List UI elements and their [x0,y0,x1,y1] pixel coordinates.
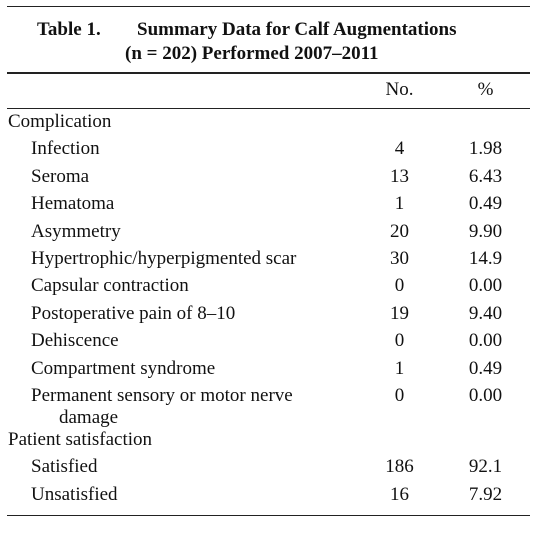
header-row: No. % [7,77,530,111]
data-row: Capsular contraction 0 0.00 [7,275,530,302]
data-row: Seroma 13 6.43 [7,166,530,193]
data-row: Postoperative pain of 8–10 19 9.40 [7,303,530,330]
percent-cell: 9.90 [468,220,503,242]
row-label: Permanent sensory or motor nerve damage [31,384,293,428]
section-label: Complication [8,111,112,132]
count-cell: 4 [394,138,405,160]
table-label: Table 1. [37,19,101,40]
data-row: Infection 4 1.98 [7,138,530,165]
data-row: Unsatisfied 16 7.92 [7,484,530,511]
data-row: Compartment syndrome 1 0.49 [7,358,530,385]
percent-cell: 92.1 [468,456,503,478]
row-label: Hematoma [31,193,115,215]
count-cell: 0 [394,275,405,297]
count-cell: 19 [390,302,409,324]
table-title-line: (n = 202) Performed 2007–2011 [125,43,379,64]
percent-cell: 0.00 [468,384,503,406]
percent-cell: 0.49 [468,193,503,215]
row-label: Seroma [31,165,90,187]
count-cell: 186 [385,456,414,478]
empty-cell [358,429,441,456]
percent-cell: 7.92 [468,483,503,505]
row-label: Compartment syndrome [31,357,216,379]
count-cell: 0 [394,330,405,352]
top-rule [7,6,530,7]
row-label: Asymmetry [31,220,121,242]
percent-cell: 9.40 [468,302,503,324]
count-cell: 16 [390,483,409,505]
header-rule [7,72,530,74]
row-label: Capsular contraction [31,275,189,297]
row-label: Postoperative pain of 8–10 [31,302,236,324]
data-row: Permanent sensory or motor nerve damage 0… [7,385,530,429]
row-label: Unsatisfied [31,483,118,505]
count-cell: 13 [390,165,409,187]
count-cell: 1 [394,193,405,215]
header-cell: % [477,79,494,100]
section-row: Patient satisfaction [7,429,530,456]
percent-cell: 14.9 [468,247,503,269]
row-label: Infection [31,138,100,160]
section-row: Complication [7,111,530,138]
section-label: Patient satisfaction [8,428,153,450]
header-bottom-rule [7,108,530,109]
count-cell: 1 [394,357,405,379]
count-cell: 20 [390,220,409,242]
data-row: Satisfied 186 92.1 [7,456,530,483]
count-cell: 0 [394,384,405,406]
count-cell: 30 [390,247,409,269]
header-cell: No. [385,79,414,100]
data-row: Dehiscence 0 0.00 [7,330,530,357]
empty-cell [358,111,441,138]
table-body: No. % Complication Infection 4 1.98 Seroma 13… [7,77,530,511]
data-table: No. % Complication Infection 4 1.98 Seroma 13… [7,77,530,511]
row-label: Hypertrophic/hyperpigmented scar [31,247,297,269]
empty-cell [441,111,530,138]
data-row: Hematoma 1 0.49 [7,193,530,220]
row-label: Satisfied [31,456,98,478]
percent-cell: 0.00 [468,275,503,297]
row-label: Dehiscence [31,330,119,352]
data-row: Asymmetry 20 9.90 [7,221,530,248]
header-cell [7,77,358,111]
empty-cell [441,429,530,456]
percent-cell: 0.49 [468,357,503,379]
percent-cell: 6.43 [468,165,503,187]
percent-cell: 1.98 [468,138,503,160]
data-row: Hypertrophic/hyperpigmented scar 30 14.9 [7,248,530,275]
table-title-line: Summary Data for Calf Augmentations [137,19,457,40]
bottom-rule [7,515,530,516]
percent-cell: 0.00 [468,330,503,352]
